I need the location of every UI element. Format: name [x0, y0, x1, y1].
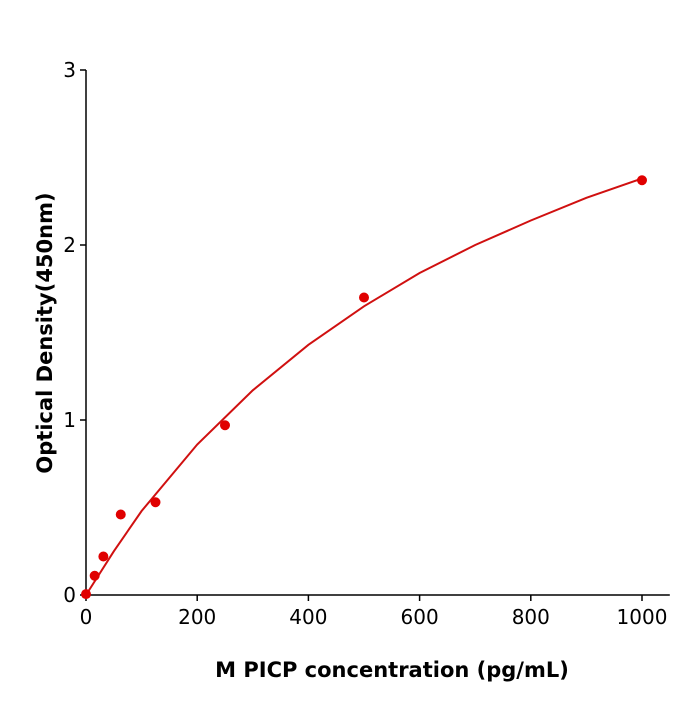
- fit-curve: [85, 177, 643, 596]
- x-tick-label: 0: [80, 605, 93, 629]
- x-tick-label: 1000: [617, 605, 668, 629]
- x-tick-labels: 0 200 400 600 800 1000: [80, 605, 668, 629]
- data-point: [81, 589, 91, 600]
- x-tick-label: 200: [178, 605, 216, 629]
- data-point: [150, 497, 161, 508]
- y-tick-labels: 0 1 2 3: [63, 58, 76, 607]
- data-point: [637, 175, 647, 186]
- data-point: [220, 420, 230, 431]
- axes: [80, 69, 670, 601]
- y-tick-label: 0: [63, 583, 76, 607]
- x-tick-label: 800: [512, 605, 550, 629]
- data-point: [98, 551, 109, 562]
- data-point: [89, 570, 100, 581]
- y-tick-label: 2: [63, 233, 76, 257]
- y-tick-label: 1: [63, 408, 76, 432]
- y-tick-label: 3: [63, 58, 76, 82]
- data-points: [81, 175, 647, 600]
- data-point: [359, 292, 369, 303]
- x-tick-label: 400: [289, 605, 327, 629]
- data-point: [115, 509, 126, 520]
- x-axis-label: M PICP concentration (pg/mL): [215, 658, 569, 682]
- x-tick-label: 600: [401, 605, 439, 629]
- y-axis-label: Optical Density(450nm): [33, 192, 57, 473]
